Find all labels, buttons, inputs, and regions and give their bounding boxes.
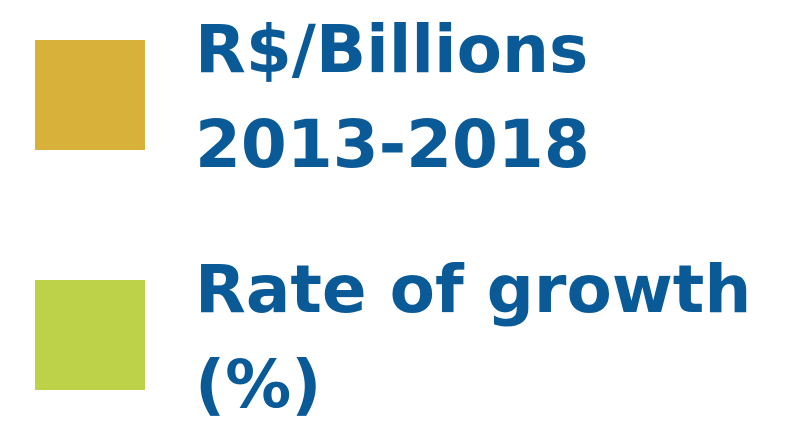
legend-label: 2013-2018 — [195, 106, 590, 183]
legend-swatch — [35, 280, 145, 390]
legend-label: (%) — [195, 346, 321, 423]
legend-label: R$/Billions — [195, 11, 588, 88]
legend-swatch — [35, 40, 145, 150]
legend-label: Rate of growth — [195, 251, 751, 328]
